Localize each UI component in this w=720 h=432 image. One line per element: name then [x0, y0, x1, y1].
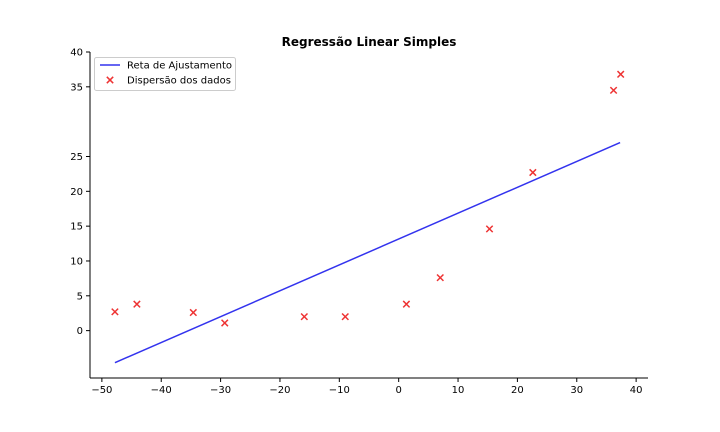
- plot-area: [111, 70, 625, 364]
- x-tick-label: −30: [210, 385, 231, 396]
- regression-line: [114, 141, 621, 364]
- data-point: [609, 86, 618, 95]
- data-point: [529, 168, 537, 177]
- x-tick-label: 40: [630, 385, 643, 396]
- x-tick-label: −40: [151, 385, 172, 396]
- data-point: [221, 319, 229, 327]
- legend-marker-swatch: [106, 76, 114, 84]
- y-tick-label: 40: [70, 48, 83, 59]
- x-axis-ticks: −50 −40 −30 −20 −10 0 10 20 30 40: [91, 378, 642, 396]
- legend-x-marker: [106, 76, 114, 84]
- data-point: [133, 300, 141, 308]
- y-axis-ticks: 0 5 10 15 20 25 35 40: [70, 48, 90, 337]
- data-point: [189, 308, 198, 317]
- y-tick-label: 5: [77, 291, 83, 302]
- data-point: [436, 273, 444, 282]
- legend-box: [94, 57, 236, 91]
- y-tick-label: 20: [70, 187, 83, 198]
- data-point: [300, 312, 309, 321]
- y-tick-label: 0: [77, 326, 83, 337]
- x-tick-label: −50: [91, 385, 112, 396]
- data-point: [485, 225, 494, 233]
- x-tick-label: 30: [570, 385, 583, 396]
- x-tick-label: 10: [452, 385, 465, 396]
- data-point: [616, 70, 625, 79]
- x-tick-label: −10: [329, 385, 350, 396]
- x-tick-label: 20: [511, 385, 524, 396]
- y-tick-label: 10: [70, 256, 83, 267]
- data-point: [402, 300, 411, 308]
- data-point: [111, 308, 119, 316]
- legend-label-line: Reta de Ajustamento: [127, 61, 232, 72]
- y-tick-label: 15: [70, 222, 83, 233]
- x-tick-label: 0: [395, 385, 401, 396]
- x-tick-label: −20: [269, 385, 290, 396]
- chart-title: Regressão Linear Simples: [282, 35, 457, 49]
- y-tick-label: 25: [70, 152, 83, 163]
- legend: Reta de Ajustamento Dispersão dos dados: [94, 57, 236, 91]
- data-point: [341, 312, 349, 321]
- legend-label-scatter: Dispersão dos dados: [127, 76, 231, 87]
- y-tick-label: 35: [70, 82, 83, 93]
